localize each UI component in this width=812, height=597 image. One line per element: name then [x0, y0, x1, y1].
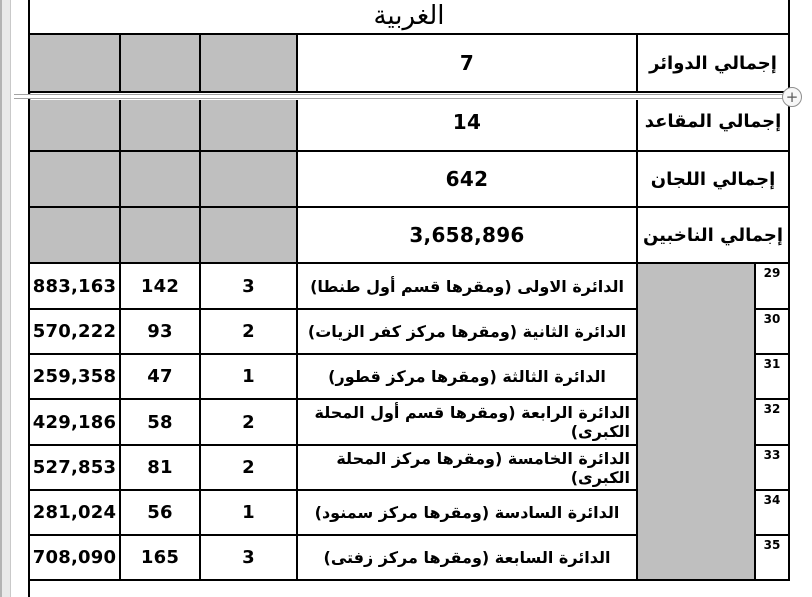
seats-cell[interactable]: 2 — [201, 400, 298, 446]
summary-row-total-committees: 642 إجمالي اللجان — [30, 152, 790, 208]
voters-cell[interactable]: 281,024 — [30, 491, 121, 536]
governorate-districts-table: الغربية 7 إجمالي الدوائر 14 إجمالي المقا… — [28, 0, 790, 597]
shaded-cell[interactable] — [30, 93, 121, 152]
seats-cell[interactable]: 3 — [201, 536, 298, 581]
seats-cell[interactable]: 1 — [201, 491, 298, 536]
shaded-cell[interactable] — [121, 93, 201, 152]
district-name-cell[interactable]: الدائرة الثالثة (ومقرها مركز قطور) — [298, 355, 638, 400]
summary-label[interactable]: إجمالي الدوائر — [638, 35, 790, 93]
district-row: 527,853 81 2 الدائرة الخامسة (ومقرها مرك… — [30, 446, 638, 491]
district-name-cell[interactable]: الدائرة السابعة (ومقرها مركز زفتى) — [298, 536, 638, 581]
table-title[interactable]: الغربية — [30, 0, 790, 35]
committees-cell[interactable]: 58 — [121, 400, 201, 446]
row-number-cell[interactable]: 31 — [756, 355, 790, 400]
summary-value[interactable]: 3,658,896 — [298, 208, 638, 264]
district-row: 883,163 142 3 الدائرة الاولى (ومقرها قسم… — [30, 264, 638, 310]
row-number-cell[interactable]: 32 — [756, 400, 790, 446]
row-number-cell[interactable]: 33 — [756, 446, 790, 491]
title-row: الغربية — [30, 0, 790, 35]
summary-row-total-voters: 3,658,896 إجمالي الناخبين — [30, 208, 790, 264]
district-name-cell[interactable]: الدائرة الاولى (ومقرها قسم أول طنطا) — [298, 264, 638, 310]
district-row: 570,222 93 2 الدائرة الثانية (ومقرها مرك… — [30, 310, 638, 355]
district-name-cell[interactable]: الدائرة السادسة (ومقرها مركز سمنود) — [298, 491, 638, 536]
summary-label[interactable]: إجمالي المقاعد — [638, 93, 790, 152]
shaded-cell[interactable] — [30, 152, 121, 208]
summary-value[interactable]: 642 — [298, 152, 638, 208]
committees-cell[interactable]: 93 — [121, 310, 201, 355]
voters-cell[interactable]: 883,163 — [30, 264, 121, 310]
window-edge-strip — [0, 0, 11, 597]
seats-cell[interactable]: 3 — [201, 264, 298, 310]
voters-cell[interactable]: 429,186 — [30, 400, 121, 446]
shaded-cell[interactable] — [121, 152, 201, 208]
voters-cell[interactable]: 259,358 — [30, 355, 121, 400]
district-row: 708,090 165 3 الدائرة السابعة (ومقرها مر… — [30, 536, 638, 581]
summary-value[interactable]: 7 — [298, 35, 638, 93]
shaded-cell[interactable] — [201, 93, 298, 152]
district-data-columns: 883,163 142 3 الدائرة الاولى (ومقرها قسم… — [30, 264, 638, 581]
committees-cell[interactable]: 81 — [121, 446, 201, 491]
insert-row-plus-icon[interactable]: + — [782, 87, 802, 107]
district-row: 429,186 58 2 الدائرة الرابعة (ومقرها قسم… — [30, 400, 638, 446]
district-name-cell[interactable]: الدائرة الرابعة (ومقرها قسم أول المحلة ا… — [298, 400, 638, 446]
district-name-cell[interactable]: الدائرة الخامسة (ومقرها مركز المحلة الكب… — [298, 446, 638, 491]
shaded-cell[interactable] — [201, 35, 298, 93]
voters-cell[interactable]: 708,090 — [30, 536, 121, 581]
voters-cell[interactable]: 527,853 — [30, 446, 121, 491]
row-number-cell[interactable]: 34 — [756, 491, 790, 536]
shaded-cell[interactable] — [121, 208, 201, 264]
district-row: 259,358 47 1 الدائرة الثالثة (ومقرها مرك… — [30, 355, 638, 400]
district-row: 281,024 56 1 الدائرة السادسة (ومقرها مرك… — [30, 491, 638, 536]
committees-cell[interactable]: 142 — [121, 264, 201, 310]
summary-row-total-seats: 14 إجمالي المقاعد — [30, 93, 790, 152]
row-number-cell[interactable]: 35 — [756, 536, 790, 581]
voters-cell[interactable]: 570,222 — [30, 310, 121, 355]
summary-row-total-districts: 7 إجمالي الدوائر — [30, 35, 790, 93]
committees-cell[interactable]: 47 — [121, 355, 201, 400]
summary-label[interactable]: إجمالي الناخبين — [638, 208, 790, 264]
shaded-cell[interactable] — [30, 35, 121, 93]
seats-cell[interactable]: 1 — [201, 355, 298, 400]
row-number-cell[interactable]: 29 — [756, 264, 790, 310]
summary-label[interactable]: إجمالي اللجان — [638, 152, 790, 208]
shaded-cell[interactable] — [201, 152, 298, 208]
district-rows-section: 883,163 142 3 الدائرة الاولى (ومقرها قسم… — [30, 264, 790, 581]
committees-cell[interactable]: 165 — [121, 536, 201, 581]
seats-cell[interactable]: 2 — [201, 446, 298, 491]
district-name-cell[interactable]: الدائرة الثانية (ومقرها مركز كفر الزيات) — [298, 310, 638, 355]
shaded-cell[interactable] — [201, 208, 298, 264]
seats-cell[interactable]: 2 — [201, 310, 298, 355]
next-row-partial — [30, 581, 790, 597]
row-number-cell[interactable]: 30 — [756, 310, 790, 355]
committees-cell[interactable]: 56 — [121, 491, 201, 536]
summary-value[interactable]: 14 — [298, 93, 638, 152]
shaded-cell[interactable] — [30, 208, 121, 264]
insert-row-indicator-line — [14, 94, 783, 99]
row-number-column: 29 30 31 32 33 34 35 — [756, 264, 790, 581]
shaded-merged-cell[interactable] — [638, 264, 756, 581]
shaded-cell[interactable] — [121, 35, 201, 93]
